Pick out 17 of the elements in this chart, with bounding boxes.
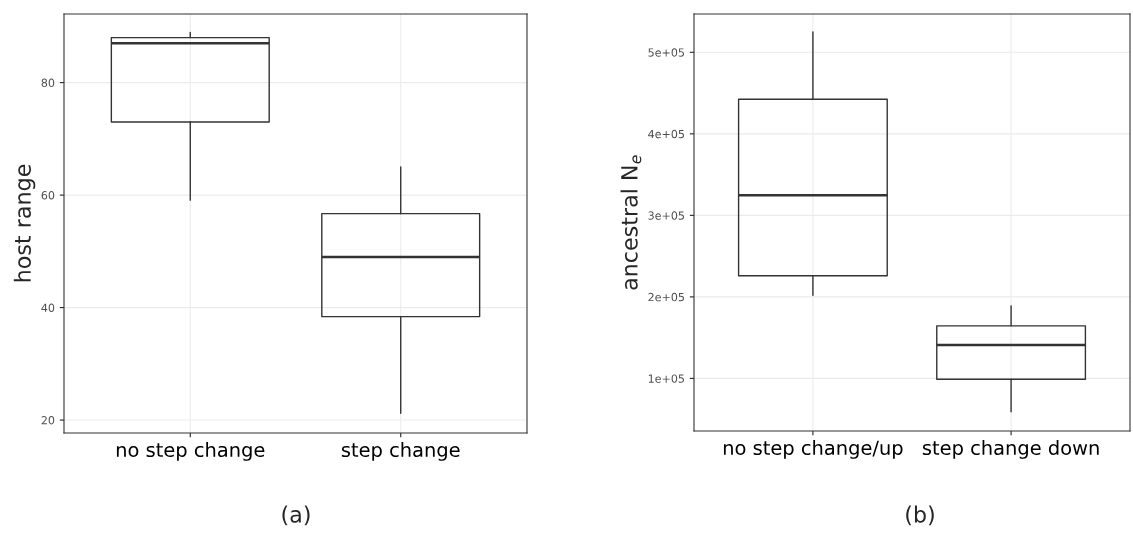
y-tick-label: 4e+05	[648, 129, 684, 139]
y-axis-title: ancestral N$_{e}$	[620, 155, 642, 290]
y-tick-label: 2e+05	[648, 292, 684, 302]
y-tick-label: 20	[41, 416, 55, 425]
y-tick-label: 40	[41, 303, 55, 312]
x-tick-label: no step change/up	[723, 440, 903, 459]
text: (a)	[282, 505, 310, 526]
x-tick-label: no step change	[116, 442, 265, 461]
y-axis-title: host range	[13, 164, 36, 282]
y-tick-label: 1e+05	[648, 374, 684, 383]
x-tick-label: step change down	[922, 440, 1099, 459]
y-tick-label: 5e+05	[648, 48, 684, 57]
text: (b)	[906, 505, 934, 526]
y-tick-label: 60	[41, 191, 55, 200]
y-tick-label: 80	[41, 78, 55, 87]
y-tick-label: 3e+05	[648, 211, 684, 220]
x-tick-label: step change	[341, 442, 460, 461]
